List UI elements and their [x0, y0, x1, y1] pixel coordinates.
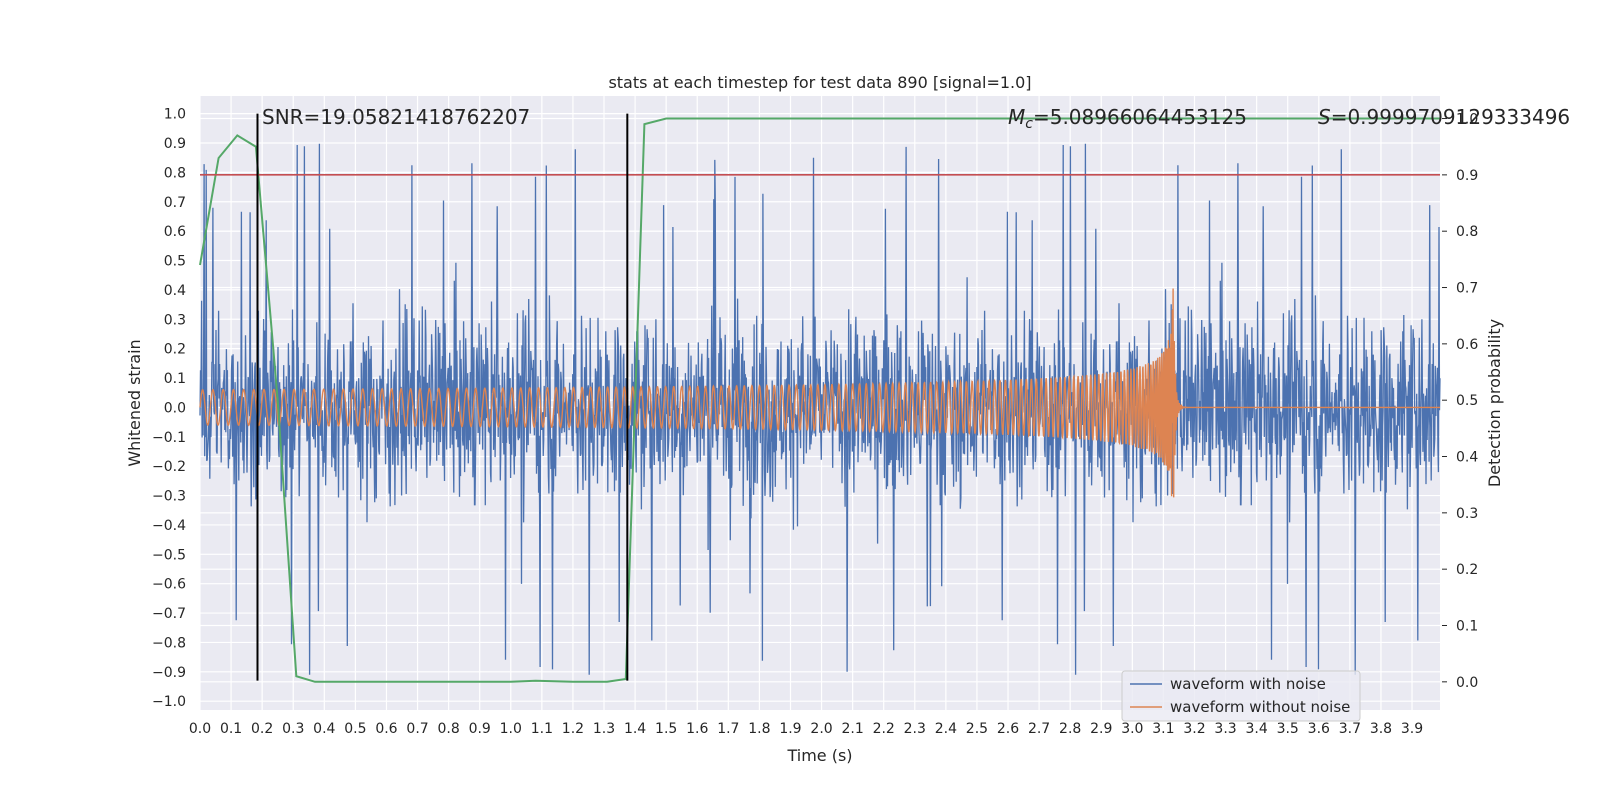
x-tick-label: 2.6 [997, 721, 1019, 737]
x-tick-label: 2.5 [966, 721, 988, 737]
x-tick-label: 0.0 [189, 721, 211, 737]
x-tick-label: 3.6 [1308, 721, 1330, 737]
detection-probability-line [199, 117, 1440, 683]
x-tick-label: 1.3 [593, 721, 615, 737]
y-tick-label: 0.4 [164, 283, 186, 299]
x-tick-label: 1.8 [748, 721, 770, 737]
legend: waveform with noise waveform without noi… [1121, 670, 1361, 722]
x-tick-label: 2.8 [1059, 721, 1081, 737]
y2-tick-label: 0.1 [1456, 619, 1478, 635]
y-tick-label: −0.9 [152, 665, 186, 681]
x-tick-label: 0.2 [251, 721, 273, 737]
y-tick-label: 1.0 [164, 107, 186, 123]
legend-label-clean: waveform without noise [1170, 698, 1350, 716]
x-tick-label: 2.9 [1090, 721, 1112, 737]
s-symbol: S [1318, 105, 1331, 129]
x-tick-label: 1.9 [779, 721, 801, 737]
x-tick-label: 0.3 [282, 721, 304, 737]
legend-label-noisy: waveform with noise [1170, 675, 1326, 693]
y-tick-label: −0.2 [152, 459, 186, 475]
y2-tick-label: 0.3 [1456, 506, 1478, 522]
y2-tick-label: 0.0 [1456, 675, 1478, 691]
y2-tick-label: 1.0 [1456, 112, 1478, 128]
x-tick-label: 0.6 [375, 721, 397, 737]
x-tick-label: 0.5 [344, 721, 366, 737]
chart-title: stats at each timestep for test data 890… [608, 73, 1031, 92]
y-tick-label: −0.8 [152, 635, 186, 651]
mc-value: =5.08966064453125 [1033, 105, 1247, 129]
y-tick-label: 0.0 [164, 400, 186, 416]
x-tick-label: 3.8 [1370, 721, 1392, 737]
x-tick-label: 1.5 [655, 721, 677, 737]
y-tick-label: −0.7 [152, 606, 186, 622]
y-tick-label: 0.1 [164, 371, 186, 387]
y-tick-label: −0.5 [152, 547, 186, 563]
x-tick-label: 3.7 [1339, 721, 1361, 737]
y-tick-label: 0.7 [164, 195, 186, 211]
threshold-and-markers [200, 113, 1440, 681]
clean-waveform-series [199, 288, 1440, 498]
x-tick-label: 2.7 [1028, 721, 1050, 737]
score-annotation: S=0.9999709129333496 [1318, 105, 1570, 129]
snr-annotation: SNR=19.05821418762207 [262, 105, 530, 129]
x-tick-label: 3.9 [1401, 721, 1423, 737]
x-tick-label: 1.2 [562, 721, 584, 737]
x-tick-label: 0.9 [469, 721, 491, 737]
x-tick-label: 2.1 [841, 721, 863, 737]
y-tick-label: 0.6 [164, 224, 186, 240]
x-tick-label: 3.3 [1214, 721, 1236, 737]
y2-tick-label: 0.4 [1456, 450, 1478, 466]
detection-probability-series [199, 117, 1440, 683]
mc-subscript: c [1025, 116, 1033, 132]
x-tick-label: 1.4 [624, 721, 646, 737]
x-tick-label: 3.1 [1152, 721, 1174, 737]
chirp-mass-annotation: Mc=5.08966064453125 [1008, 105, 1247, 132]
clean-waveform-line [199, 288, 1440, 498]
y2-tick-label: 0.9 [1456, 168, 1478, 184]
x-tick-label: 0.1 [220, 721, 242, 737]
y-tick-label: 0.8 [164, 165, 186, 181]
y2-tick-label: 0.8 [1456, 224, 1478, 240]
x-tick-label: 1.6 [686, 721, 708, 737]
x-tick-label: 0.4 [313, 721, 335, 737]
s-value: =0.9999709129333496 [1331, 105, 1570, 129]
x-tick-label: 1.7 [717, 721, 739, 737]
x-tick-label: 1.0 [500, 721, 522, 737]
y-tick-label: 0.2 [164, 342, 186, 358]
y2-tick-label: 0.5 [1456, 393, 1478, 409]
y-axis-label: Whitened strain [125, 339, 144, 466]
x-tick-label: 0.8 [437, 721, 459, 737]
y-tick-label: 0.3 [164, 312, 186, 328]
y2-tick-label: 0.7 [1456, 281, 1478, 297]
y-tick-label: 0.5 [164, 254, 186, 270]
y-tick-label: −1.0 [152, 694, 186, 710]
x-axis-label: Time (s) [786, 746, 852, 765]
x-tick-label: 2.0 [810, 721, 832, 737]
y-tick-label: −0.6 [152, 577, 186, 593]
y2-tick-label: 0.2 [1456, 562, 1478, 578]
x-tick-label: 2.2 [873, 721, 895, 737]
x-tick-label: 2.3 [904, 721, 926, 737]
x-tick-label: 3.5 [1277, 721, 1299, 737]
x-tick-label: 2.4 [935, 721, 957, 737]
x-tick-label: 1.1 [531, 721, 553, 737]
x-tick-label: 3.2 [1183, 721, 1205, 737]
y-tick-label: −0.4 [152, 518, 186, 534]
x-tick-label: 3.4 [1246, 721, 1268, 737]
y-tick-label: 0.9 [164, 136, 186, 152]
noisy-waveform-line [199, 143, 1441, 675]
axis-ticks: 0.0 0.1 0.2 0.3 0.4 0.5 0.6 0.7 0.8 0.9 1.0 1.1 1.2 1… [152, 107, 1478, 737]
x-tick-label: 3.0 [1121, 721, 1143, 737]
y-tick-label: −0.1 [152, 430, 186, 446]
y2-tick-label: 0.6 [1456, 337, 1478, 353]
y2-axis-label: Detection probability [1485, 319, 1504, 487]
legend-box [1121, 670, 1361, 722]
mc-symbol: M [1008, 105, 1025, 129]
y-tick-label: −0.3 [152, 489, 186, 505]
x-tick-label: 0.7 [406, 721, 428, 737]
noisy-waveform-series [199, 143, 1441, 675]
